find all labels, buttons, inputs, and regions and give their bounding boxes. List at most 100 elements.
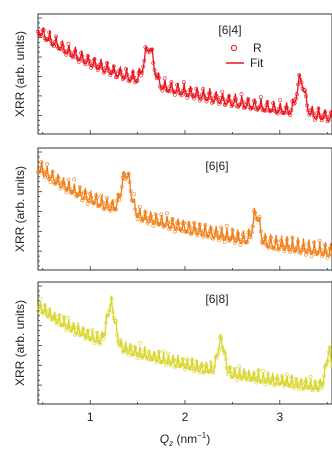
data-point	[190, 94, 195, 99]
data-point	[105, 61, 109, 66]
data-point	[108, 304, 113, 308]
data-point	[323, 110, 328, 115]
tick-marks	[38, 17, 328, 134]
data-point	[38, 32, 43, 37]
data-point	[82, 332, 87, 337]
data-point	[79, 192, 83, 197]
data-point	[296, 384, 301, 389]
data-point	[322, 250, 327, 255]
data-point	[200, 362, 204, 367]
data-point	[162, 358, 167, 363]
data-point	[212, 364, 217, 369]
data-point	[261, 241, 265, 246]
data-point	[105, 195, 109, 200]
data-point	[315, 251, 320, 256]
data-point	[223, 356, 228, 361]
data-point	[125, 72, 130, 77]
data-point	[140, 70, 144, 75]
data-point	[254, 380, 259, 385]
data-series	[36, 160, 332, 260]
data-point	[313, 249, 317, 253]
data-point	[161, 84, 166, 89]
data-point	[198, 97, 203, 101]
data-point	[49, 174, 54, 179]
data-point	[265, 371, 270, 376]
data-point	[249, 230, 254, 235]
data-point	[292, 249, 297, 254]
data-point	[184, 92, 189, 97]
data-point	[46, 314, 51, 319]
data-point	[131, 198, 135, 203]
data-point	[322, 112, 327, 117]
data-point	[127, 180, 132, 185]
data-point	[106, 313, 111, 318]
data-point	[45, 162, 49, 167]
data-point	[169, 80, 174, 84]
data-point	[63, 186, 68, 191]
data-point	[268, 235, 273, 240]
data-point	[293, 376, 298, 381]
data-point	[194, 359, 199, 364]
data-point	[65, 49, 70, 54]
data-point	[294, 92, 299, 97]
data-point	[232, 366, 237, 371]
data-point	[233, 238, 238, 243]
data-point	[83, 190, 88, 195]
data-point	[91, 335, 96, 340]
data-point	[213, 355, 218, 359]
data-point	[66, 41, 71, 46]
data-point	[129, 352, 134, 357]
data-point	[59, 183, 64, 188]
data-point	[302, 88, 307, 93]
data-point	[132, 192, 137, 197]
data-point	[194, 86, 199, 91]
data-point	[222, 351, 227, 356]
xrr-panel-6-8: [6|8] XRR (arb. units)	[13, 281, 332, 405]
data-point	[253, 210, 258, 215]
data-point	[231, 235, 236, 239]
data-point	[231, 370, 236, 375]
data-point	[189, 357, 194, 362]
data-point	[288, 384, 293, 389]
data-point	[106, 204, 111, 209]
fit-line	[37, 161, 332, 258]
data-point	[308, 250, 313, 255]
data-point	[211, 236, 216, 241]
data-point	[325, 255, 330, 260]
data-point	[302, 248, 307, 252]
data-point	[317, 113, 322, 118]
data-point	[211, 370, 216, 375]
data-point	[215, 352, 220, 357]
data-point	[300, 86, 305, 91]
data-point	[89, 195, 94, 200]
data-point	[179, 362, 184, 367]
data-point	[164, 360, 169, 365]
data-point	[98, 203, 103, 208]
data-point	[280, 242, 285, 246]
legend: R Fit	[226, 41, 264, 70]
data-point	[152, 68, 157, 72]
data-point	[131, 70, 135, 75]
data-point	[255, 217, 260, 222]
data-point	[76, 328, 81, 333]
data-point	[83, 336, 88, 341]
data-point	[236, 231, 241, 236]
x-axis: 1 2 3 Qz (nm−1)	[87, 410, 284, 448]
data-point	[215, 98, 220, 102]
data-point	[215, 234, 220, 239]
data-point	[157, 349, 161, 354]
data-point	[195, 90, 200, 95]
data-point	[134, 351, 139, 356]
data-point	[158, 221, 163, 226]
data-point	[281, 245, 286, 250]
xrr-panel-6-6: [6|6] XRR (arb. units)	[13, 147, 332, 271]
data-point	[184, 362, 189, 367]
data-point	[193, 93, 198, 98]
data-point	[321, 381, 325, 386]
data-point	[45, 37, 49, 42]
data-point	[224, 100, 229, 104]
data-point	[218, 100, 223, 105]
data-point	[196, 94, 201, 99]
data-point	[259, 106, 264, 110]
data-point	[66, 316, 71, 320]
